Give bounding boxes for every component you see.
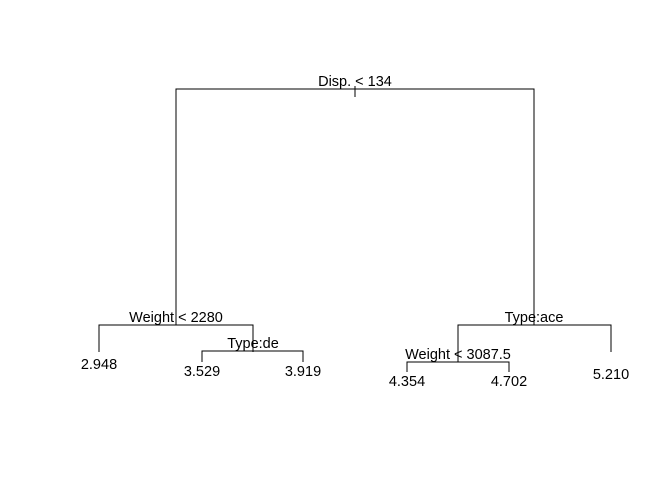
node-left-right: Type:de (201, 336, 304, 362)
node-left-right-branch (201, 350, 304, 362)
node-right-left: Weight < 3087.5 (405, 347, 511, 372)
node-left-right-split-label: Type:de (227, 336, 279, 352)
node-right: Type:ace (457, 310, 612, 362)
leaf-value: 3.529 (184, 364, 220, 380)
root-branch (175, 88, 535, 325)
leaf-value: 4.702 (491, 374, 527, 390)
node-right-split-label: Type:ace (505, 310, 564, 326)
node-right-left-split-label: Weight < 3087.5 (405, 347, 511, 363)
node-right-left-branch (406, 361, 510, 372)
root-node: Disp. < 134 (175, 74, 535, 325)
leaf-value: 5.210 (593, 367, 629, 383)
root-split-label: Disp. < 134 (318, 74, 392, 90)
node-left: Weight < 2280 (98, 310, 254, 352)
node-right-branch (457, 324, 612, 362)
node-left-branch (98, 324, 254, 352)
leaf-value: 4.354 (389, 374, 425, 390)
leaf-value: 3.919 (285, 364, 321, 380)
node-left-split-label: Weight < 2280 (129, 310, 223, 326)
leaf-value: 2.948 (81, 357, 117, 373)
